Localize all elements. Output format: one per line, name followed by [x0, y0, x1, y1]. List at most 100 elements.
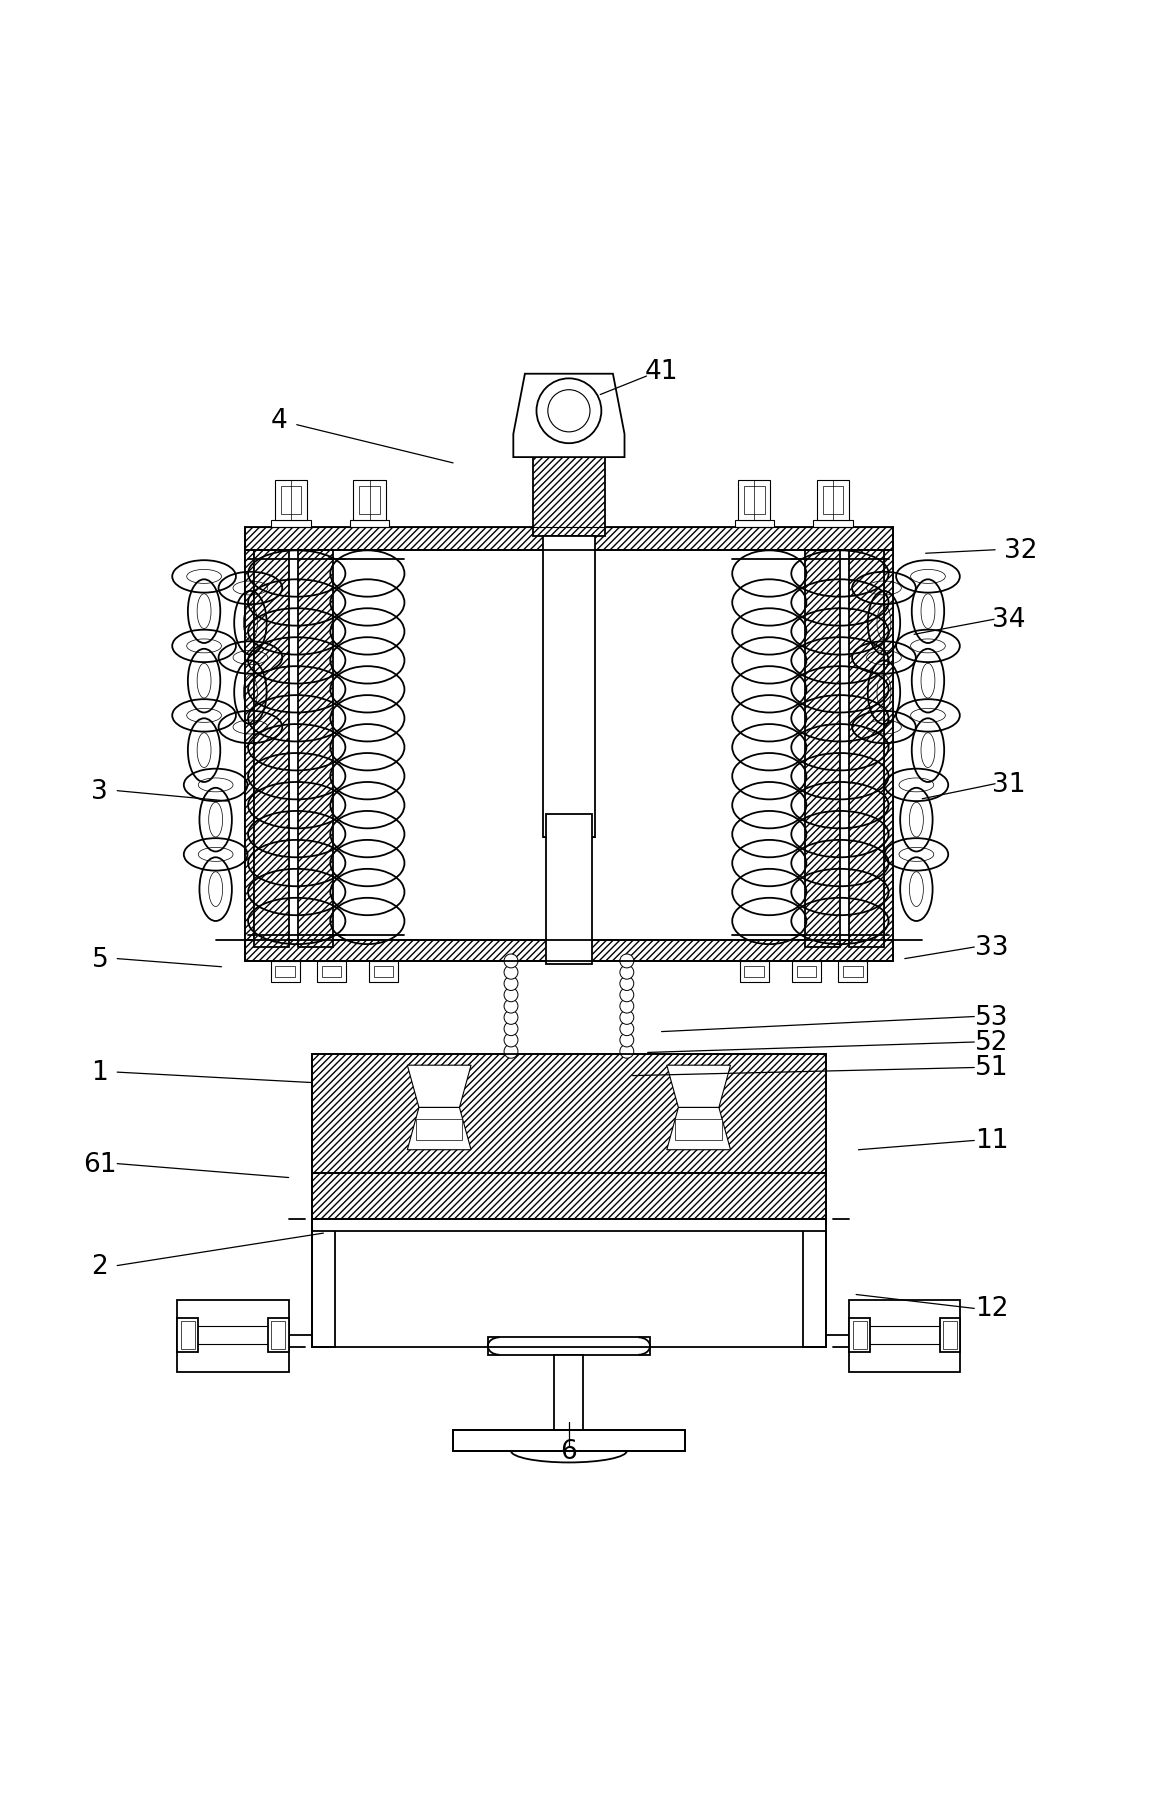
- Bar: [268, 1319, 289, 1353]
- Bar: [281, 486, 302, 515]
- Bar: [254, 550, 289, 947]
- Bar: [245, 528, 893, 550]
- Bar: [744, 967, 764, 978]
- Bar: [796, 967, 816, 978]
- Circle shape: [620, 1000, 634, 1014]
- Bar: [843, 967, 863, 978]
- Bar: [312, 1174, 825, 1219]
- Bar: [312, 1219, 336, 1346]
- Bar: [312, 1054, 825, 1174]
- Bar: [676, 1119, 722, 1141]
- Circle shape: [504, 1000, 518, 1014]
- Bar: [374, 967, 394, 978]
- Text: 2: 2: [92, 1253, 108, 1279]
- Bar: [792, 961, 821, 981]
- Bar: [806, 550, 839, 947]
- Circle shape: [504, 954, 518, 969]
- Bar: [416, 1119, 462, 1141]
- Polygon shape: [408, 1065, 471, 1108]
- Bar: [858, 1326, 951, 1344]
- Bar: [322, 967, 341, 978]
- Bar: [312, 1219, 825, 1232]
- Text: 41: 41: [644, 359, 678, 385]
- Bar: [181, 1321, 195, 1350]
- Text: 52: 52: [975, 1029, 1009, 1056]
- Bar: [838, 961, 867, 981]
- Bar: [744, 486, 765, 515]
- Circle shape: [504, 978, 518, 990]
- Text: 61: 61: [84, 1152, 116, 1177]
- Bar: [735, 521, 774, 528]
- Circle shape: [620, 1045, 634, 1059]
- Circle shape: [620, 965, 634, 980]
- Text: 5: 5: [92, 947, 108, 972]
- Text: 4: 4: [271, 408, 288, 434]
- Bar: [533, 457, 605, 537]
- Bar: [178, 1301, 289, 1373]
- Text: 31: 31: [993, 771, 1026, 798]
- Text: 32: 32: [1004, 537, 1038, 564]
- Circle shape: [620, 1010, 634, 1025]
- Text: 3: 3: [92, 778, 108, 804]
- Bar: [272, 521, 311, 528]
- Bar: [453, 1429, 685, 1451]
- Circle shape: [504, 965, 518, 980]
- Circle shape: [620, 1021, 634, 1036]
- Bar: [852, 1321, 866, 1350]
- Bar: [849, 1301, 960, 1373]
- Bar: [349, 521, 389, 528]
- Bar: [453, 1429, 685, 1451]
- Bar: [555, 1355, 583, 1429]
- Polygon shape: [666, 1065, 730, 1108]
- Bar: [353, 481, 385, 521]
- Bar: [849, 550, 884, 947]
- Bar: [312, 1174, 825, 1219]
- Bar: [849, 1319, 870, 1353]
- Bar: [453, 1429, 685, 1451]
- Circle shape: [504, 1034, 518, 1047]
- Circle shape: [536, 379, 601, 444]
- Bar: [817, 481, 849, 521]
- Bar: [543, 537, 594, 838]
- Circle shape: [504, 1021, 518, 1036]
- Bar: [187, 1326, 280, 1344]
- Bar: [488, 1337, 650, 1355]
- Bar: [298, 550, 333, 947]
- Polygon shape: [513, 374, 625, 457]
- Bar: [178, 1319, 199, 1353]
- Bar: [275, 967, 295, 978]
- Text: 1: 1: [92, 1059, 108, 1085]
- Bar: [369, 961, 398, 981]
- Bar: [271, 961, 300, 981]
- Circle shape: [620, 1034, 634, 1047]
- Text: 12: 12: [975, 1295, 1009, 1322]
- Bar: [822, 486, 843, 515]
- Bar: [275, 481, 308, 521]
- Circle shape: [620, 989, 634, 1001]
- Bar: [740, 961, 769, 981]
- Text: 34: 34: [993, 608, 1026, 633]
- Text: 53: 53: [975, 1003, 1009, 1030]
- Circle shape: [620, 954, 634, 969]
- Bar: [545, 537, 593, 804]
- Polygon shape: [666, 1108, 730, 1150]
- Bar: [546, 814, 592, 965]
- Bar: [245, 941, 893, 961]
- Circle shape: [504, 1010, 518, 1025]
- Circle shape: [504, 989, 518, 1001]
- Bar: [814, 521, 852, 528]
- Bar: [359, 486, 380, 515]
- Text: 11: 11: [975, 1128, 1009, 1154]
- Bar: [317, 961, 346, 981]
- Bar: [272, 1321, 286, 1350]
- Bar: [312, 1054, 825, 1174]
- Text: 33: 33: [975, 934, 1009, 960]
- Bar: [943, 1321, 957, 1350]
- Bar: [738, 481, 771, 521]
- Bar: [803, 1219, 825, 1346]
- Circle shape: [504, 1045, 518, 1059]
- Circle shape: [620, 978, 634, 990]
- Bar: [939, 1319, 960, 1353]
- Text: 6: 6: [561, 1439, 577, 1464]
- Text: 51: 51: [975, 1056, 1009, 1081]
